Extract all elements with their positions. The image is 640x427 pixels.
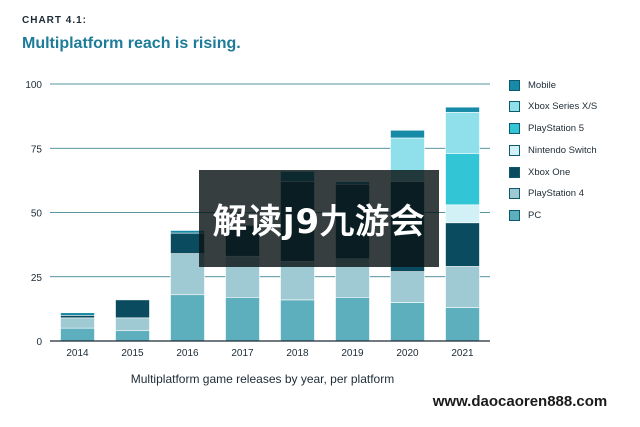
y-tick-label: 0 [36,337,42,348]
legend-swatch [509,210,520,222]
legend-item-xbox-one: Xbox One [509,164,597,180]
x-axis-label: Multiplatform game releases by year, per… [130,372,395,386]
legend-swatch [509,166,520,178]
bar-segment-2020-pc [390,302,425,342]
bar-segment-2014-playstation-4 [60,317,95,329]
legend-item-playstation-5: PlayStation 5 [509,121,597,137]
chart-legend: Mobile Xbox Series X/S PlayStation 5 Ninten… [509,77,597,230]
x-tick-label: 2018 [286,348,309,359]
legend-label: Xbox Series X/S [528,101,598,113]
bar-segment-2015-playstation-4 [115,317,150,332]
legend-label: Mobile [528,79,556,91]
bar-segment-2014-xbox-one [60,314,95,319]
watermark-text: 解读j9九游会 [212,202,426,242]
bar-segment-2014-pc [60,327,95,342]
legend-swatch [509,188,520,200]
x-tick-label: 2016 [176,348,199,359]
legend-item-mobile: Mobile [509,77,597,93]
legend-item-pc: PC [509,208,597,224]
legend-label: PlayStation 4 [528,188,584,200]
bar-segment-2014-mobile [60,312,95,316]
legend-label: Nintendo Switch [528,144,597,156]
chart-title: Multiplatform reach is rising. [22,35,241,52]
legend-swatch [509,144,520,156]
legend-swatch [509,101,520,113]
bar-segment-2018-pc [280,299,315,342]
x-tick-label: 2020 [396,348,419,359]
legend-item-nintendo-switch: Nintendo Switch [509,142,597,158]
legend-item-xbox-series-x-s: Xbox Series X/S [509,99,597,115]
bar-segment-2018-playstation-4 [280,261,315,301]
bar-segment-2021-pc [445,307,480,342]
url-banner-text: www.daocaoren888.com [432,393,608,410]
bar-segment-2021-xbox-one [445,222,480,267]
bar-segment-2021-nintendo-switch [445,204,480,224]
bar-segment-2021-playstation-4 [445,266,480,308]
legend-label: PC [528,210,542,222]
x-tick-label: 2017 [231,348,254,359]
bar-segment-2019-pc [335,297,370,342]
watermark-overlay: 解读j9九游会 [199,170,439,267]
legend-label: PlayStation 5 [528,123,584,135]
legend-label: Xbox One [528,166,571,178]
y-tick-label: 75 [31,144,43,155]
legend-swatch [509,79,520,91]
y-tick-label: 25 [31,273,43,284]
bar-segment-2020-mobile [390,129,425,139]
bar-segment-2017-pc [225,297,260,342]
x-tick-label: 2019 [341,348,364,359]
bar-segment-2016-pc [170,294,205,342]
y-tick-label: 50 [31,209,43,220]
bar-segment-2015-xbox-one [115,299,150,319]
x-tick-label: 2021 [451,348,474,359]
legend-item-playstation-4: PlayStation 4 [509,186,597,202]
x-tick-label: 2014 [66,348,89,359]
bar-segment-2021-playstation-5 [445,153,480,206]
chart-kicker: CHART 4.1: [22,15,88,26]
legend-swatch [509,123,520,135]
bar-segment-2021-xbox-series-x-s [445,111,480,154]
bar-segment-2015-pc [115,330,150,342]
bar-segment-2016-playstation-4 [170,253,205,296]
y-tick-label: 100 [25,80,42,91]
url-banner[interactable]: www.daocaoren888.com [409,384,631,419]
bar-segment-2021-mobile [445,106,480,113]
bar-segment-2020-playstation-4 [390,271,425,303]
x-tick-label: 2015 [121,348,144,359]
